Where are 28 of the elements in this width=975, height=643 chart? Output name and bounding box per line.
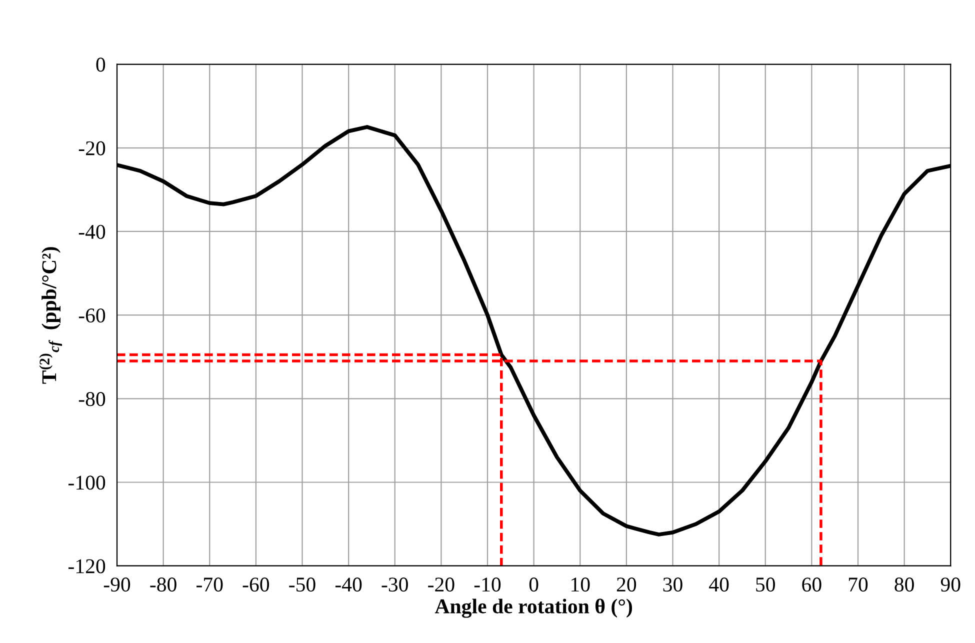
x-tick-label: 30 [663, 578, 682, 592]
y-tick-label: -100 [68, 476, 106, 490]
x-tick-label: -10 [474, 578, 501, 592]
y-tick-label: -40 [78, 224, 106, 239]
y-axis-title: T$^{(2)}$$_{cf}$ (ppb/°C²) [39, 247, 62, 384]
x-tick-label: 90 [940, 578, 960, 592]
y-tick-label: -60 [78, 308, 106, 323]
x-tick-label: -90 [104, 578, 130, 592]
x-tick-label: 20 [616, 578, 636, 592]
y-tick-label: -120 [68, 559, 106, 574]
x-tick-label: 10 [572, 578, 590, 592]
x-tick-label: 70 [848, 578, 868, 592]
x-tick-label: 40 [709, 578, 729, 592]
x-tick-label: -40 [335, 578, 362, 592]
x-tick-label: -70 [196, 578, 223, 592]
x-tick-label: -60 [242, 578, 270, 592]
x-tick-label: -20 [428, 578, 454, 592]
y-tick-label: -20 [78, 141, 106, 156]
y-tick-label: 0 [96, 58, 106, 72]
x-tick-label: 0 [529, 578, 538, 592]
x-tick-label: -50 [289, 578, 316, 592]
y-tick-label: -80 [78, 392, 106, 406]
x-tick-label: -30 [382, 578, 408, 592]
x-axis-title: Angle de rotation θ (°) [434, 598, 632, 618]
x-tick-label: 80 [894, 578, 914, 592]
x-tick-label: -80 [150, 578, 176, 592]
x-tick-label: 50 [756, 578, 775, 592]
x-tick-label: 60 [802, 578, 822, 592]
